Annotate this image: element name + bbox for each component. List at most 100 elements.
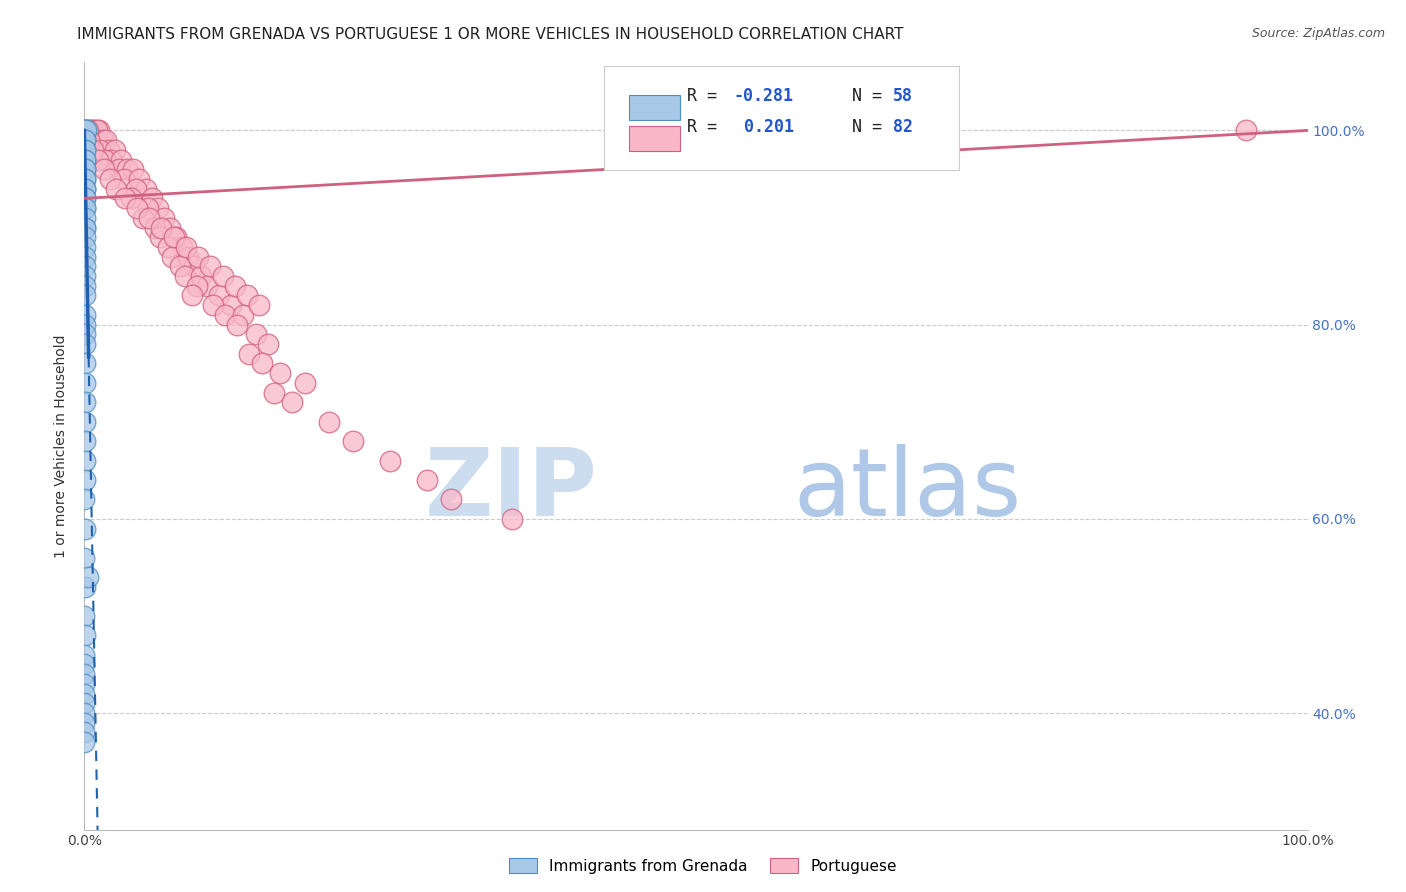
Point bbox=[89, 143, 111, 157]
Point bbox=[342, 434, 364, 449]
Point bbox=[110, 153, 132, 167]
Y-axis label: 1 or more Vehicles in Household: 1 or more Vehicles in Household bbox=[55, 334, 69, 558]
Point bbox=[250, 356, 273, 370]
Point bbox=[73, 278, 96, 293]
Point bbox=[73, 211, 96, 225]
Text: atlas: atlas bbox=[794, 443, 1022, 536]
Point bbox=[269, 366, 291, 380]
Text: 58: 58 bbox=[893, 87, 912, 105]
Point bbox=[84, 133, 107, 147]
Point bbox=[195, 278, 218, 293]
Text: IMMIGRANTS FROM GRENADA VS PORTUGUESE 1 OR MORE VEHICLES IN HOUSEHOLD CORRELATIO: IMMIGRANTS FROM GRENADA VS PORTUGUESE 1 … bbox=[77, 27, 904, 42]
Point bbox=[75, 143, 97, 157]
Point bbox=[73, 522, 96, 536]
Point bbox=[153, 211, 176, 225]
Point bbox=[257, 337, 280, 351]
Text: ZIP: ZIP bbox=[425, 443, 598, 536]
Point bbox=[73, 415, 96, 429]
Point bbox=[73, 473, 96, 487]
Point bbox=[247, 298, 270, 312]
Point bbox=[294, 376, 316, 390]
Point bbox=[238, 347, 260, 361]
Point bbox=[112, 172, 135, 186]
Point bbox=[136, 201, 159, 215]
Point bbox=[132, 211, 155, 225]
Point bbox=[86, 123, 108, 137]
Text: Source: ZipAtlas.com: Source: ZipAtlas.com bbox=[1251, 27, 1385, 40]
Point bbox=[186, 278, 208, 293]
Point bbox=[96, 133, 118, 147]
Point bbox=[73, 376, 96, 390]
Point bbox=[73, 288, 96, 302]
Point bbox=[73, 735, 96, 749]
Point bbox=[107, 162, 129, 177]
Point bbox=[73, 191, 96, 205]
Point bbox=[73, 162, 96, 177]
Point bbox=[141, 191, 163, 205]
Point bbox=[73, 715, 96, 730]
Point bbox=[79, 123, 101, 137]
Point bbox=[318, 415, 340, 429]
FancyBboxPatch shape bbox=[628, 95, 681, 120]
Point bbox=[173, 268, 195, 283]
Point bbox=[187, 250, 209, 264]
Point bbox=[76, 570, 98, 584]
Point bbox=[87, 123, 110, 137]
Text: N =: N = bbox=[832, 87, 891, 105]
Point bbox=[73, 696, 96, 710]
Point bbox=[73, 318, 96, 332]
Point bbox=[122, 162, 145, 177]
Point bbox=[146, 201, 169, 215]
Point bbox=[138, 211, 160, 225]
Point bbox=[125, 201, 148, 215]
Point bbox=[143, 220, 166, 235]
Point bbox=[87, 153, 110, 167]
Point bbox=[263, 385, 285, 400]
Point bbox=[125, 182, 148, 196]
Point bbox=[440, 492, 463, 507]
Text: -0.281: -0.281 bbox=[734, 87, 794, 105]
Point bbox=[77, 123, 100, 137]
Point bbox=[73, 327, 96, 342]
Point bbox=[73, 580, 96, 594]
Point bbox=[201, 298, 224, 312]
Point bbox=[73, 356, 96, 370]
Point bbox=[73, 492, 96, 507]
Point bbox=[73, 240, 96, 254]
Point bbox=[73, 153, 96, 167]
Point bbox=[200, 260, 222, 274]
Point bbox=[73, 220, 96, 235]
Point bbox=[156, 240, 179, 254]
Point bbox=[73, 628, 96, 642]
Point bbox=[177, 250, 200, 264]
Point bbox=[73, 182, 96, 196]
Point bbox=[502, 512, 524, 526]
Point bbox=[75, 123, 97, 137]
Point bbox=[380, 453, 402, 467]
Point bbox=[105, 182, 128, 196]
Point bbox=[73, 337, 96, 351]
Point bbox=[73, 657, 96, 672]
Point bbox=[281, 395, 304, 409]
Point bbox=[181, 288, 204, 302]
Point bbox=[165, 230, 187, 244]
Point bbox=[236, 288, 259, 302]
Point bbox=[73, 260, 96, 274]
Point bbox=[73, 706, 96, 720]
Point bbox=[219, 298, 242, 312]
Point bbox=[73, 667, 96, 681]
Point bbox=[172, 240, 194, 254]
Point bbox=[75, 153, 97, 167]
Point bbox=[75, 133, 97, 147]
Point bbox=[98, 172, 121, 186]
Point bbox=[174, 240, 197, 254]
Point bbox=[114, 191, 136, 205]
Point bbox=[73, 453, 96, 467]
Point bbox=[232, 308, 254, 322]
Point bbox=[73, 123, 96, 137]
Text: 0.201: 0.201 bbox=[734, 118, 794, 136]
Point bbox=[163, 230, 186, 244]
Point bbox=[73, 677, 96, 691]
Point bbox=[75, 123, 97, 137]
Point bbox=[73, 201, 96, 215]
